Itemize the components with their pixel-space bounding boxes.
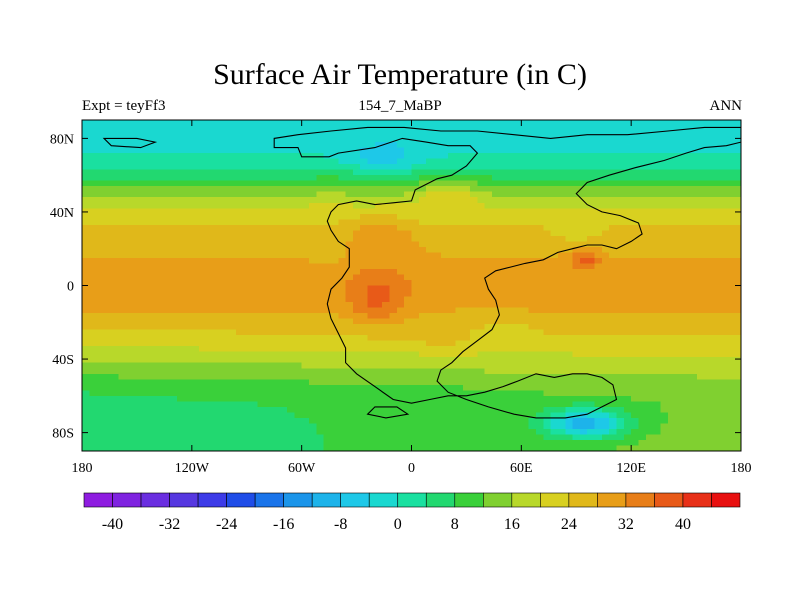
plot-title: Surface Air Temperature (in C)	[213, 58, 587, 91]
colorbar-label: 40	[675, 516, 691, 533]
colorbar-label: -32	[159, 516, 180, 533]
colorbar-box	[454, 492, 484, 508]
colorbar-label: -8	[334, 516, 347, 533]
colorbar-box	[540, 492, 570, 508]
x-tick-label: 120W	[175, 461, 210, 476]
colorbar-box	[397, 492, 427, 508]
colorbar-label: 16	[504, 516, 520, 533]
x-tick-label: 0	[408, 461, 415, 476]
colorbar-box	[511, 492, 541, 508]
experiment-label: Expt = teyFf3	[82, 98, 166, 114]
colorbar-box	[483, 492, 513, 508]
y-tick-label: 40N	[50, 206, 74, 221]
colorbar-box	[83, 492, 113, 508]
colorbar-box	[311, 492, 341, 508]
colorbar-box	[597, 492, 627, 508]
coastline-arctic-island	[102, 137, 158, 149]
season-label: ANN	[709, 98, 743, 114]
x-tick-label: 180	[731, 461, 752, 476]
colorbar-box	[140, 492, 170, 508]
coastline-antarctic-coast-island	[366, 406, 410, 419]
colorbar-box	[625, 492, 655, 508]
colorbar-box	[254, 492, 284, 508]
colorbar: -40 -32 -24 -16 -8 0 8 16 24 32 40	[83, 492, 741, 533]
epoch-label: 154_7_MaBP	[358, 98, 442, 114]
colorbar-box	[368, 492, 399, 508]
colorbar-box	[425, 492, 456, 508]
colorbar-box	[283, 492, 313, 508]
x-tick-label: 180	[72, 461, 93, 476]
axes: 180 120W 60W 0 60E 120E 180 80N 40N 0 40S 80S	[50, 120, 752, 476]
colorbar-label: -16	[273, 516, 294, 533]
coastline-pangea	[273, 126, 741, 419]
colorbar-label: 32	[618, 516, 634, 533]
colorbar-box	[197, 492, 227, 508]
colorbar-box	[340, 492, 370, 508]
x-tick-label: 60W	[288, 461, 316, 476]
temperature-field	[82, 120, 741, 451]
coastlines	[102, 126, 741, 419]
colorbar-box	[169, 492, 199, 508]
y-tick-label: 40S	[52, 353, 74, 368]
colorbar-label: -24	[216, 516, 237, 533]
colorbar-box	[112, 492, 142, 508]
x-tick-label: 120E	[616, 461, 646, 476]
colorbar-box	[682, 492, 712, 508]
colorbar-box	[568, 492, 598, 508]
colorbar-label: 24	[561, 516, 577, 533]
y-tick-label: 80S	[52, 427, 74, 442]
y-tick-label: 80N	[50, 132, 74, 147]
colorbar-box	[226, 492, 256, 508]
colorbar-box	[654, 492, 684, 508]
x-tick-label: 60E	[510, 461, 533, 476]
colorbar-label: 8	[451, 516, 459, 533]
colorbar-label: 0	[394, 516, 402, 533]
colorbar-label: -40	[102, 516, 123, 533]
y-tick-label: 0	[67, 280, 74, 295]
colorbar-box	[711, 492, 741, 508]
